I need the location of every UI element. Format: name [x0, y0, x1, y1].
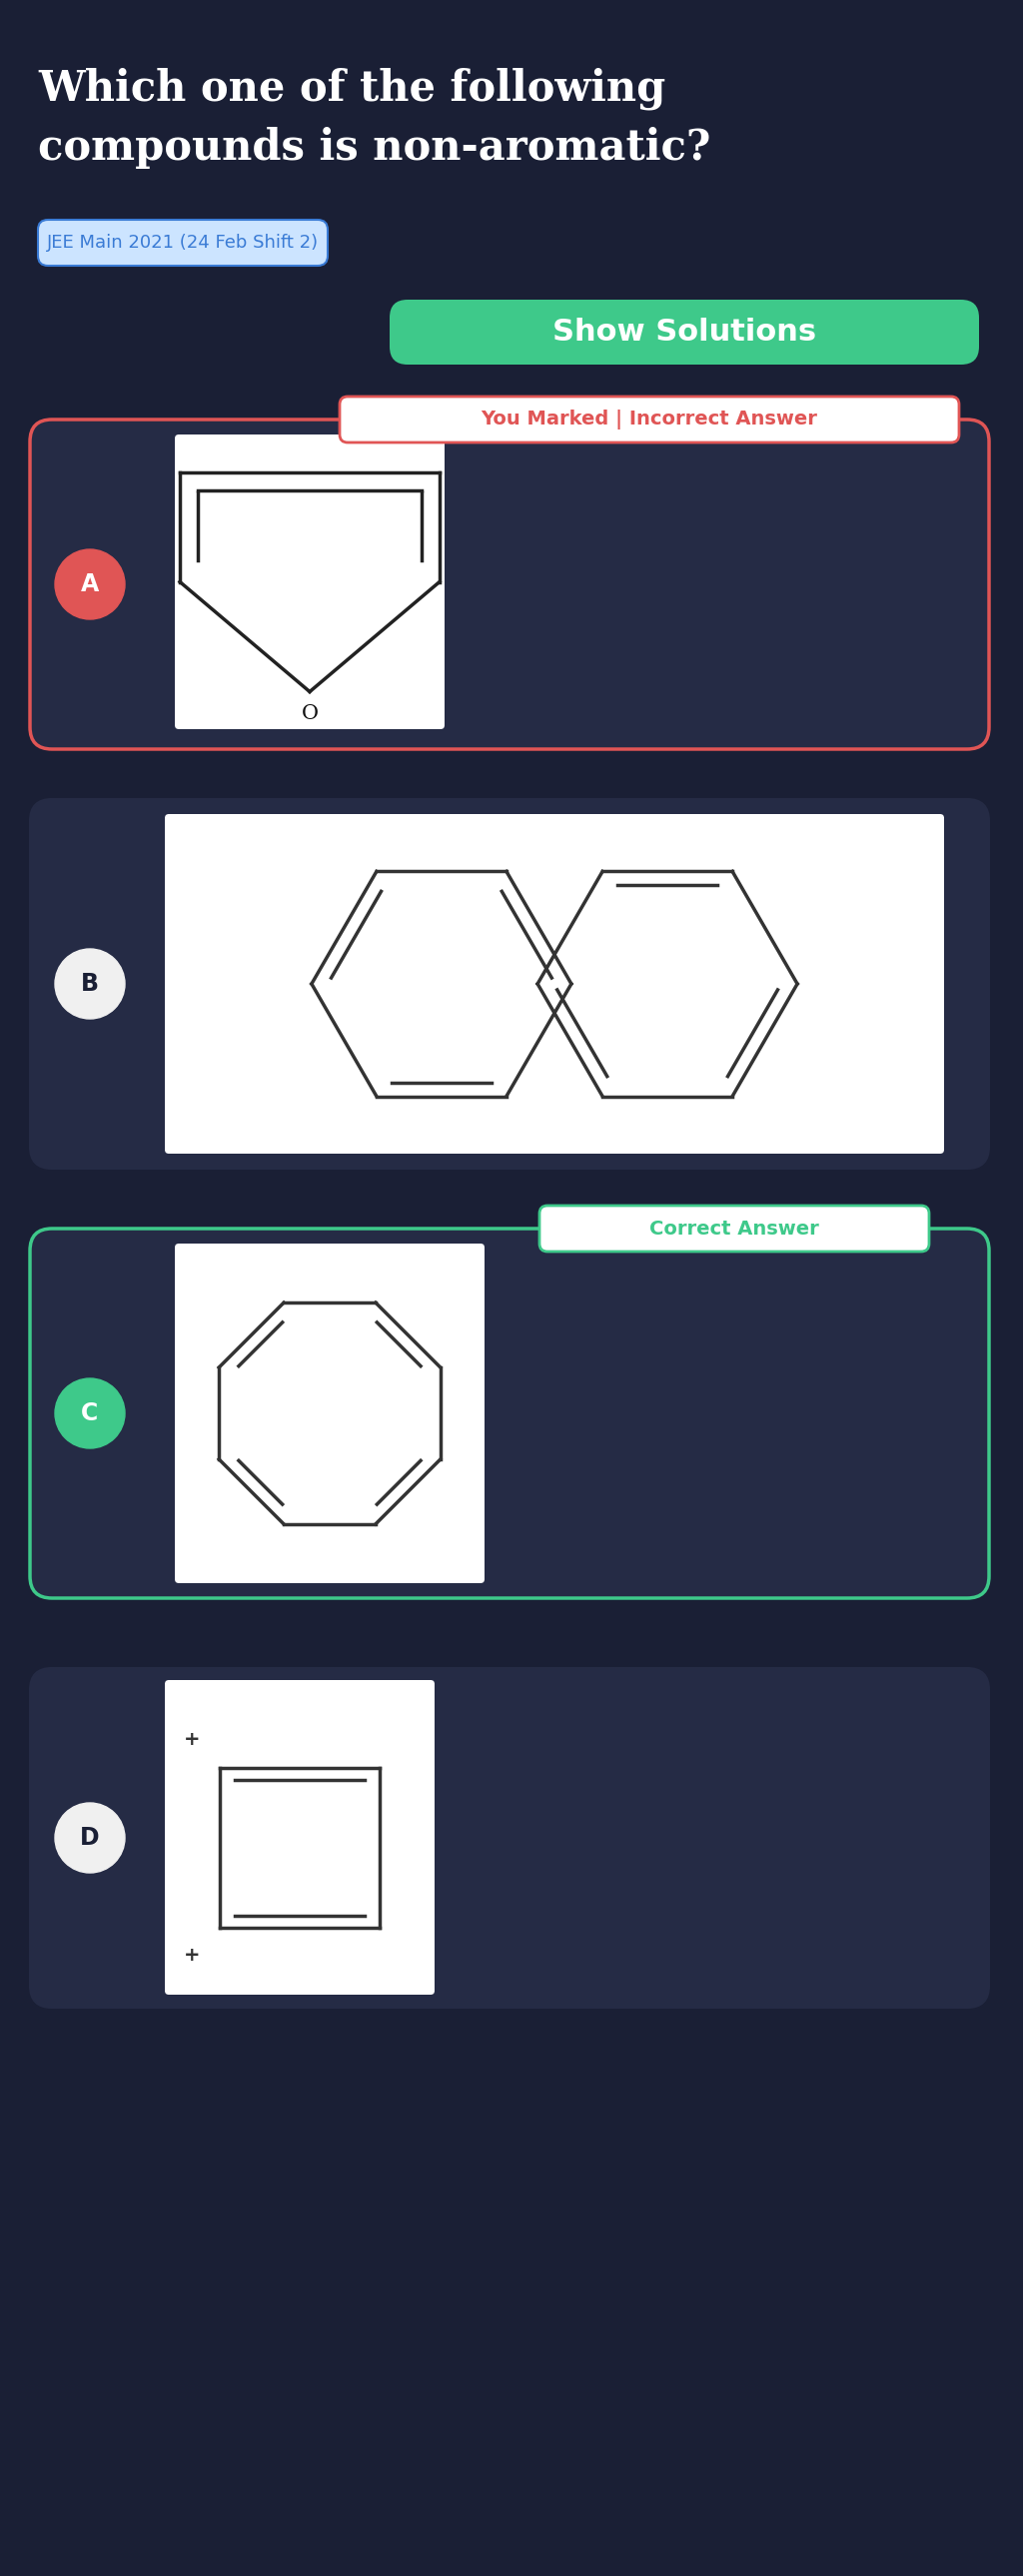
- Text: C: C: [81, 1401, 98, 1425]
- Text: D: D: [80, 1826, 99, 1850]
- Text: +: +: [183, 1731, 201, 1749]
- Text: B: B: [81, 971, 99, 997]
- FancyBboxPatch shape: [30, 799, 989, 1170]
- Text: Show Solutions: Show Solutions: [552, 317, 816, 348]
- FancyBboxPatch shape: [30, 1669, 989, 2007]
- FancyBboxPatch shape: [30, 1229, 989, 1597]
- Text: +: +: [183, 1945, 201, 1965]
- FancyBboxPatch shape: [175, 1244, 485, 1584]
- FancyBboxPatch shape: [38, 219, 327, 265]
- Circle shape: [55, 1378, 125, 1448]
- Text: You Marked | Incorrect Answer: You Marked | Incorrect Answer: [481, 410, 817, 430]
- FancyBboxPatch shape: [165, 814, 944, 1154]
- Circle shape: [55, 948, 125, 1020]
- FancyBboxPatch shape: [539, 1206, 929, 1252]
- Text: Correct Answer: Correct Answer: [650, 1218, 819, 1239]
- Text: A: A: [81, 572, 99, 595]
- FancyBboxPatch shape: [30, 420, 989, 750]
- Text: O: O: [301, 703, 318, 724]
- FancyBboxPatch shape: [165, 1680, 435, 1994]
- Text: JEE Main 2021 (24 Feb Shift 2): JEE Main 2021 (24 Feb Shift 2): [47, 234, 319, 252]
- FancyBboxPatch shape: [340, 397, 960, 443]
- Text: Which one of the following
compounds is non-aromatic?: Which one of the following compounds is …: [38, 67, 711, 170]
- FancyBboxPatch shape: [390, 299, 979, 366]
- Circle shape: [55, 549, 125, 618]
- Circle shape: [55, 1803, 125, 1873]
- FancyBboxPatch shape: [175, 435, 445, 729]
